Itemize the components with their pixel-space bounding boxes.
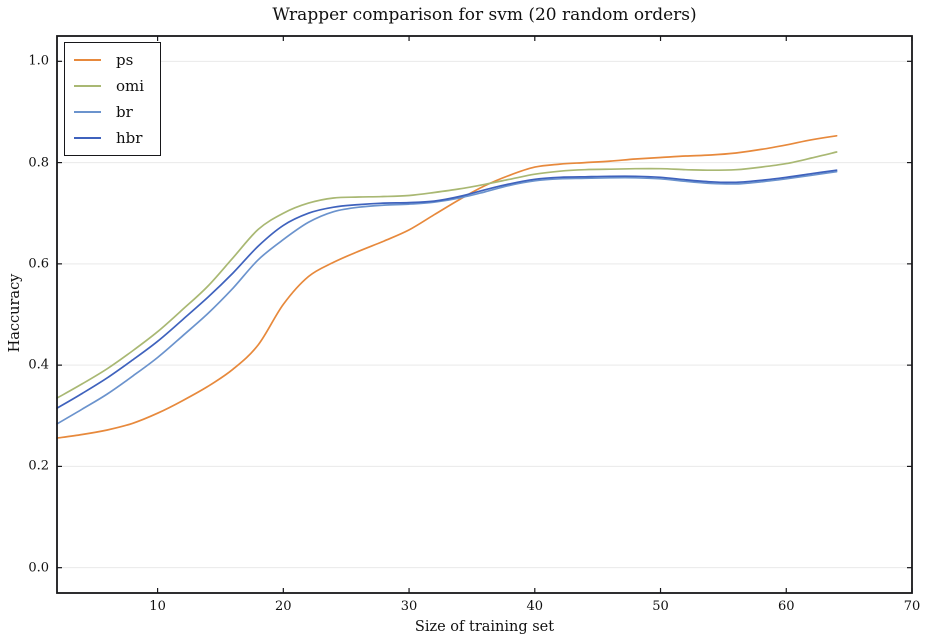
x-tick-label: 10 xyxy=(149,599,166,614)
legend-item-omi: omi xyxy=(74,73,144,99)
series-omi xyxy=(56,151,838,399)
legend-label-omi: omi xyxy=(116,76,145,95)
y-tick-label: 0.2 xyxy=(28,458,49,474)
y-tick-label: 0.4 xyxy=(28,357,49,373)
series-br xyxy=(56,170,838,425)
y-tick-label: 0.6 xyxy=(28,256,49,272)
legend-label-hbr: hbr xyxy=(116,128,143,147)
axes-spines xyxy=(56,35,913,594)
legend-line-ps xyxy=(74,59,101,61)
legend-line-hbr xyxy=(74,137,101,139)
legend: ps omi br hbr xyxy=(64,42,162,156)
x-tick-label: 30 xyxy=(400,599,418,614)
x-tick-label: 70 xyxy=(903,599,921,614)
series-hbr xyxy=(56,169,838,410)
legend-item-ps: ps xyxy=(74,47,144,73)
x-axis-label: Size of training set xyxy=(414,619,555,635)
y-tick-label: 1.0 xyxy=(28,53,49,69)
legend-label-br: br xyxy=(116,102,133,121)
x-tick-label: 50 xyxy=(652,599,669,614)
chart-title: Wrapper comparison for svm (20 random or… xyxy=(272,5,697,25)
y-tick-label: 0.8 xyxy=(28,155,49,171)
legend-item-hbr: hbr xyxy=(74,125,144,151)
legend-line-br xyxy=(74,111,101,113)
legend-item-br: br xyxy=(74,99,144,125)
x-tick-label: 40 xyxy=(526,599,544,614)
x-tick-label: 60 xyxy=(777,599,795,614)
legend-line-omi xyxy=(74,85,101,87)
y-tick-label: 0.0 xyxy=(28,560,49,576)
x-tick-label: 20 xyxy=(275,599,292,614)
legend-label-ps: ps xyxy=(116,50,134,69)
series-ps xyxy=(56,134,838,439)
